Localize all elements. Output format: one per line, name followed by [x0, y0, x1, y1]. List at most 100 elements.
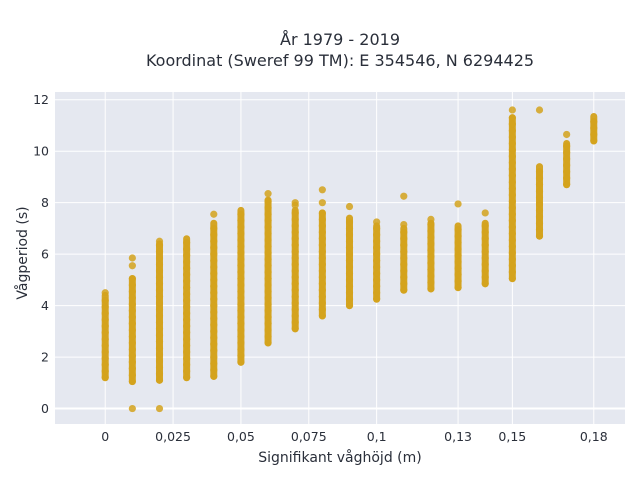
data-point — [345, 263, 354, 271]
data-point — [237, 268, 245, 276]
data-point — [508, 165, 516, 173]
data-point — [101, 329, 109, 337]
data-point — [291, 241, 299, 249]
data-point — [237, 332, 245, 341]
data-point — [101, 322, 109, 330]
data-point — [128, 352, 136, 360]
data-point — [345, 224, 354, 233]
data-point — [508, 191, 516, 199]
data-point — [400, 241, 408, 249]
data-point — [128, 326, 136, 334]
data-point — [481, 235, 489, 243]
data-point — [183, 303, 191, 311]
data-point — [264, 242, 272, 251]
data-point — [508, 152, 516, 160]
data-point — [210, 308, 218, 316]
data-point — [563, 142, 571, 150]
data-point — [155, 247, 164, 256]
data-point — [427, 233, 435, 242]
data-point — [101, 367, 109, 375]
data-point — [155, 280, 164, 288]
data-point — [508, 229, 516, 238]
data-point — [155, 331, 164, 339]
data-point — [318, 247, 326, 256]
data-point — [264, 294, 272, 302]
data-point — [481, 267, 489, 275]
x-tick-label: 0,075 — [291, 429, 327, 444]
data-point — [183, 264, 191, 272]
data-point — [210, 282, 218, 290]
data-point — [128, 377, 136, 386]
data-point — [128, 332, 136, 341]
data-point — [210, 231, 218, 239]
data-point — [563, 148, 571, 157]
data-point — [264, 339, 272, 347]
data-point — [400, 192, 408, 200]
data-point — [345, 250, 354, 258]
data-point — [291, 254, 299, 262]
data-point — [210, 269, 218, 278]
data-point — [427, 285, 435, 293]
data-point — [508, 236, 516, 244]
data-point — [345, 282, 354, 290]
data-point — [508, 106, 516, 114]
data-point — [237, 300, 245, 308]
data-point — [264, 190, 272, 198]
data-point — [237, 307, 245, 315]
data-point — [508, 249, 516, 257]
data-point — [237, 294, 245, 302]
data-point — [481, 241, 489, 249]
data-point — [318, 273, 326, 281]
data-point — [400, 254, 408, 262]
data-point — [318, 186, 326, 194]
data-point — [155, 273, 164, 281]
data-point — [210, 263, 218, 271]
data-point — [264, 268, 272, 276]
data-point — [101, 316, 109, 324]
data-point — [291, 222, 299, 230]
data-point — [345, 231, 354, 239]
data-point — [183, 271, 191, 279]
data-point — [535, 219, 544, 227]
data-point — [210, 314, 218, 323]
y-tick-label: 0 — [41, 401, 49, 416]
data-point — [590, 117, 598, 126]
data-point — [101, 296, 109, 305]
data-point — [508, 274, 516, 283]
data-point — [454, 277, 462, 285]
data-point — [508, 204, 516, 212]
data-point — [237, 274, 245, 283]
data-point — [128, 294, 136, 302]
data-point — [400, 235, 408, 243]
data-point — [291, 325, 299, 333]
data-point — [183, 309, 191, 317]
data-point — [454, 238, 462, 247]
data-point — [264, 223, 272, 231]
data-point — [210, 340, 218, 348]
data-point — [481, 209, 489, 217]
data-point — [128, 254, 136, 262]
data-point — [291, 247, 299, 256]
data-point — [427, 265, 435, 274]
data-point — [237, 326, 245, 334]
x-tick-label: 0,13 — [444, 429, 472, 444]
data-point — [237, 287, 245, 296]
x-tick-label: 0,1 — [367, 429, 387, 444]
data-point — [155, 305, 164, 314]
data-points — [101, 106, 598, 413]
data-point — [183, 341, 191, 350]
data-point — [481, 260, 489, 269]
data-point — [155, 376, 164, 384]
data-point — [237, 313, 245, 321]
data-point — [237, 281, 245, 289]
data-point — [264, 197, 272, 205]
data-point — [101, 374, 109, 382]
data-point — [210, 289, 218, 297]
data-point — [291, 267, 299, 275]
data-point — [345, 218, 354, 226]
data-point — [291, 273, 299, 281]
data-point — [183, 238, 191, 247]
data-point — [318, 228, 326, 236]
data-point — [427, 259, 435, 267]
data-point — [481, 228, 489, 236]
